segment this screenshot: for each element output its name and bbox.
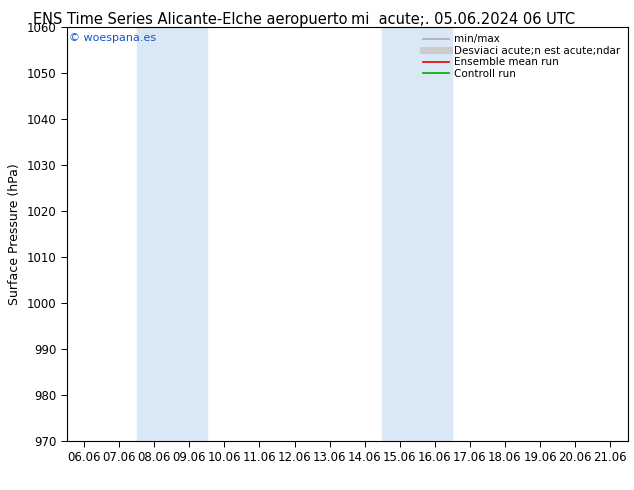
Bar xyxy=(382,27,452,441)
Text: ENS Time Series Alicante-Elche aeropuerto: ENS Time Series Alicante-Elche aeropuert… xyxy=(33,12,347,27)
Text: mi  acute;. 05.06.2024 06 UTC: mi acute;. 05.06.2024 06 UTC xyxy=(351,12,575,27)
Text: © woespana.es: © woespana.es xyxy=(69,33,157,43)
Bar xyxy=(137,27,207,441)
Legend: min/max, Desviaci acute;n est acute;ndar, Ensemble mean run, Controll run: min/max, Desviaci acute;n est acute;ndar… xyxy=(418,30,624,83)
Y-axis label: Surface Pressure (hPa): Surface Pressure (hPa) xyxy=(8,163,21,305)
